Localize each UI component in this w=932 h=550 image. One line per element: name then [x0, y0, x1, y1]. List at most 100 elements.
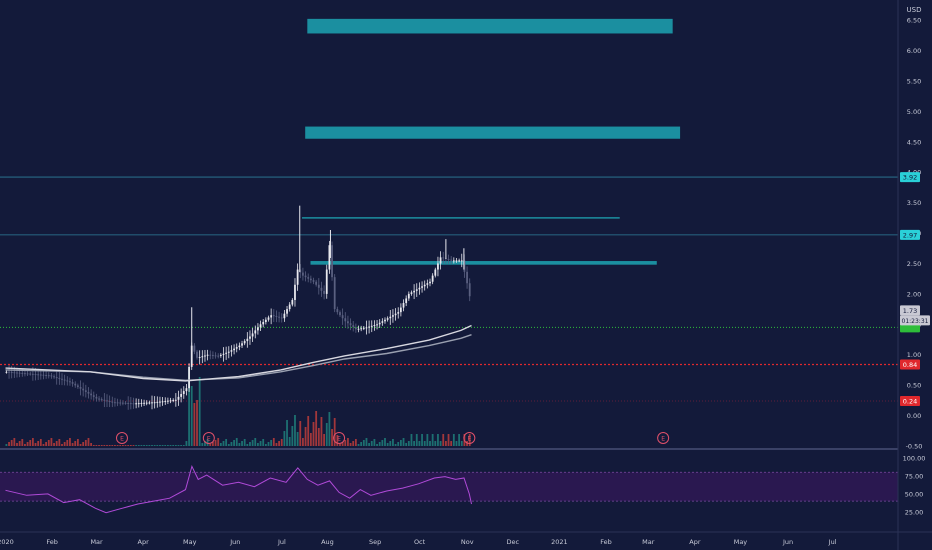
resistance-zone[interactable]: [307, 18, 673, 34]
candle-body: [55, 377, 58, 379]
volume-bar: [227, 444, 230, 446]
candle-body: [92, 395, 95, 397]
candle-body: [71, 382, 74, 384]
resistance-zone[interactable]: [305, 126, 681, 139]
price-tick-label: 3.50: [907, 199, 921, 207]
volume-bar: [225, 439, 228, 446]
earnings-marker-label: E: [467, 436, 471, 443]
volume-bar: [42, 444, 45, 446]
volume-bar: [180, 445, 183, 446]
candle-body: [317, 284, 320, 288]
earnings-marker[interactable]: E: [115, 432, 128, 444]
candle-body: [188, 366, 190, 389]
moving-average-line[interactable]: [5, 324, 472, 382]
volume-bar: [362, 440, 365, 446]
candle-body: [42, 374, 45, 376]
time-tick-label: 2021: [551, 538, 568, 546]
candles[interactable]: [5, 205, 471, 410]
resistance-zone[interactable]: [310, 261, 657, 265]
candle-body: [214, 355, 217, 357]
volume-bar: [286, 420, 288, 446]
candle-body: [222, 353, 225, 355]
candle-body: [169, 400, 172, 402]
candle-body: [230, 350, 233, 352]
price-badge: [900, 359, 920, 370]
volume-bar: [74, 441, 77, 446]
candle-body: [288, 304, 291, 310]
volume-bar: [82, 442, 85, 446]
time-tick-labels: 2020 Feb Mar Apr May Jun Jul Aug Sep Oct Nov Dec 202…: [0, 538, 837, 546]
candle-body: [426, 283, 429, 285]
candle-body: [145, 402, 148, 404]
volume-bar: [262, 439, 265, 446]
rsi-pane[interactable]: [0, 464, 898, 514]
candle-body: [304, 275, 307, 278]
candle-body: [10, 371, 13, 373]
volume-bar: [214, 440, 217, 446]
candle-body: [156, 401, 159, 403]
price-badge: [900, 395, 920, 406]
candle-body: [283, 313, 286, 319]
earnings-marker[interactable]: E: [463, 432, 476, 444]
volume-bar: [10, 440, 13, 446]
volume-bar: [320, 417, 323, 446]
volume-bar: [336, 435, 339, 446]
candle-body: [442, 257, 445, 259]
time-tick-label: Jul: [277, 538, 286, 546]
volume-bar: [185, 441, 188, 446]
volume-bar: [69, 438, 71, 446]
candle-body: [421, 286, 423, 288]
volume-bar: [442, 434, 445, 446]
rsi-line[interactable]: [5, 464, 472, 514]
candle-body: [264, 319, 267, 323]
volume-bar: [431, 434, 434, 446]
candle-body: [251, 333, 254, 337]
candle-body: [116, 402, 119, 404]
volume-bar: [415, 434, 418, 446]
candle-body: [135, 403, 138, 405]
earnings-marker[interactable]: E: [657, 432, 670, 444]
volume-bar: [177, 445, 180, 446]
candle-body: [95, 396, 98, 399]
candle-body: [45, 374, 48, 376]
candle-body: [296, 269, 299, 285]
price-badge: [900, 172, 920, 183]
price-axis[interactable]: [898, 0, 932, 550]
candle-body: [423, 284, 426, 287]
candle-body: [373, 325, 376, 327]
price-tick-label: 5.50: [907, 77, 921, 85]
volume-bar: [129, 445, 132, 446]
candle-body: [325, 269, 328, 294]
candle-body: [106, 400, 108, 402]
candle-body: [238, 345, 241, 348]
volume-bar: [106, 445, 108, 446]
earnings-marker[interactable]: E: [333, 432, 346, 444]
volume-bar: [421, 434, 423, 446]
earnings-marker[interactable]: E: [202, 432, 215, 444]
candle-body: [429, 281, 431, 284]
volume-bar: [18, 441, 21, 446]
volume-bar: [249, 442, 251, 446]
candle-body: [344, 318, 347, 322]
price-badge-label: 0.84: [903, 361, 917, 369]
candle-body: [460, 260, 463, 262]
candle-body: [257, 327, 259, 331]
candle-body: [437, 263, 439, 270]
candle-body: [466, 271, 468, 284]
candle-body: [328, 245, 331, 270]
volume-bar: [418, 441, 421, 446]
candle-body: [233, 348, 235, 351]
candle-body: [79, 387, 82, 389]
candle-body: [225, 352, 228, 354]
volume-bar: [341, 442, 344, 446]
volume-bar: [5, 444, 8, 446]
time-tick-label: Mar: [642, 538, 655, 546]
volume-bar: [8, 442, 10, 446]
moving-average-line[interactable]: [5, 334, 472, 382]
volume-bar: [243, 439, 246, 446]
volume-bar: [354, 439, 357, 446]
candle-body: [341, 315, 344, 319]
volume-bar: [124, 445, 127, 446]
